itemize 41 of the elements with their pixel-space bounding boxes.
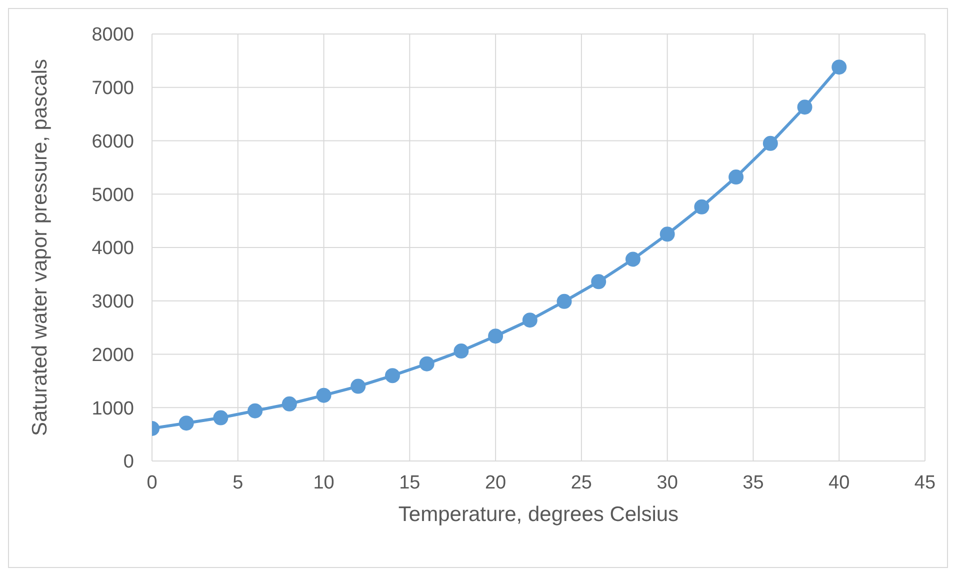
y-tick-label: 2000 [92,344,134,366]
y-tick-label: 7000 [92,78,134,100]
point [178,416,194,431]
point [384,368,400,384]
point [832,60,847,75]
x-axis-title: Temperature, degrees Celsius [398,503,679,526]
point [282,396,297,412]
point [660,226,675,242]
point [625,252,640,267]
point [454,344,469,359]
point [488,328,504,344]
x-tick-label: 40 [828,472,850,494]
x-tick-label: 0 [146,472,158,494]
y-axis-title: Saturated water vapor pressure, pascals [28,58,52,436]
y-tick-label: 8000 [92,24,134,46]
point [591,274,606,290]
point [522,312,538,328]
y-tick-label: 4000 [92,238,134,260]
x-tick-label: 45 [914,472,936,494]
x-tick-label: 20 [484,472,506,494]
x-tick-label: 5 [232,472,244,494]
x-tick-label: 25 [570,472,592,494]
point [316,388,332,403]
point [556,294,572,309]
point [762,136,778,151]
point [248,403,263,418]
point [728,170,744,185]
x-tick-label: 30 [656,472,678,494]
point [694,199,710,214]
x-tick-label: 10 [313,472,334,494]
y-tick-label: 5000 [92,184,134,206]
point [213,410,228,426]
point [419,356,434,372]
point [350,378,366,394]
y-tick-label: 1000 [92,398,134,420]
x-tick-label: 35 [742,472,764,494]
y-tick-label: 6000 [92,131,134,152]
point [797,100,812,115]
y-tick-label: 3000 [92,292,134,313]
y-tick-label: 0 [123,452,134,473]
x-tick-label: 15 [399,472,420,494]
